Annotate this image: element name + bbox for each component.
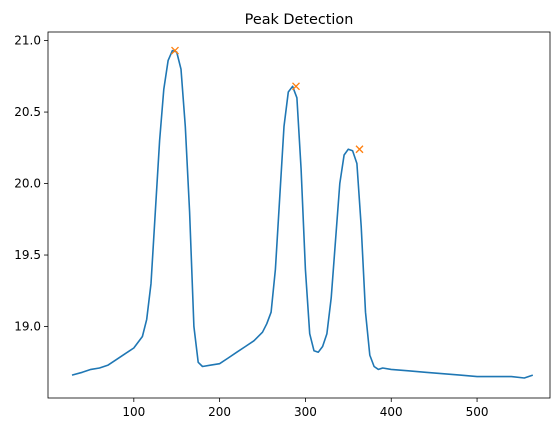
y-tick-label: 20.5	[14, 105, 41, 119]
plot-area	[71, 46, 534, 379]
signal-line	[71, 49, 534, 379]
x-tick-label: 400	[380, 405, 403, 419]
peak-marker	[355, 145, 364, 154]
y-axis: 19.0 19.5 20.0 20.5 21.0	[14, 34, 48, 334]
y-tick-label: 19.5	[14, 248, 41, 262]
plot-frame	[47, 31, 551, 399]
x-tick-label: 300	[294, 405, 317, 419]
peak-marker	[171, 46, 179, 55]
chart-title: Peak Detection	[245, 12, 354, 28]
y-tick-label: 21.0	[14, 34, 41, 48]
y-tick-label: 20.0	[14, 177, 41, 191]
x-tick-label: 500	[466, 405, 489, 419]
x-axis: 100 200 300 400 500	[122, 398, 489, 419]
x-tick-label: 200	[208, 405, 231, 419]
x-tick-label: 100	[122, 405, 145, 419]
peak-marker	[292, 82, 300, 91]
y-tick-label: 19.0	[14, 320, 41, 334]
